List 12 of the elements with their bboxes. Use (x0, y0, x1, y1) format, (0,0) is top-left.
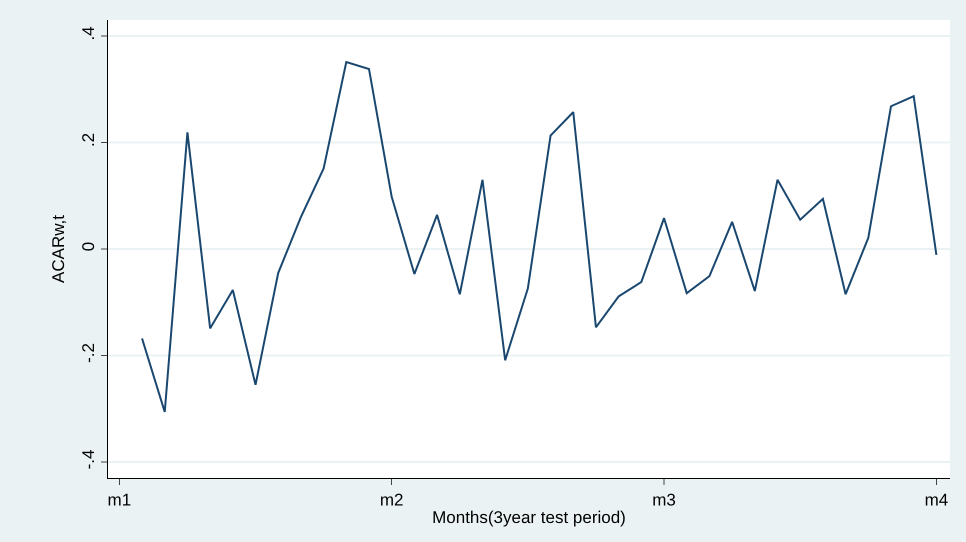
y-tick-label: -.2 (79, 343, 98, 363)
y-tick-label: .4 (79, 26, 98, 41)
y-tick-label: 0 (79, 242, 98, 252)
x-axis-title: Months(3year test period) (432, 508, 626, 527)
x-tick-label: m4 (924, 490, 948, 510)
x-tick-label: m2 (380, 490, 404, 510)
y-tick-label: -.4 (79, 450, 98, 470)
x-tick-label: m3 (652, 490, 676, 510)
y-tick-label: .2 (79, 132, 98, 148)
line-series (141, 61, 938, 413)
y-axis-title: ACARw,t (49, 214, 68, 284)
x-tick-label: m1 (108, 490, 132, 510)
